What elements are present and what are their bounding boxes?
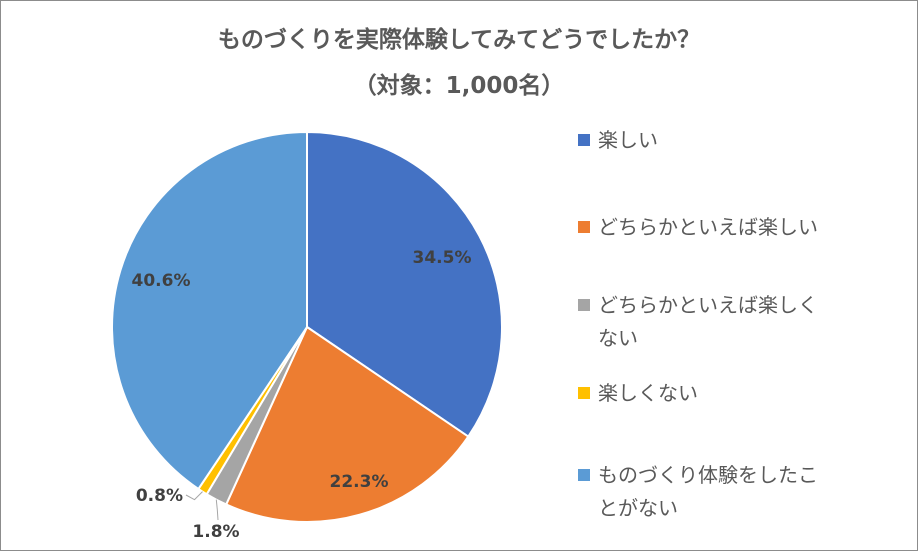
chart-title: ものづくりを実際体験してみてどうでしたか？ bbox=[217, 27, 701, 53]
legend-swatch bbox=[578, 469, 590, 481]
legend-label-line2: ない bbox=[598, 326, 638, 350]
legend-item-tanoshikunai: 楽しくない bbox=[578, 377, 908, 410]
legend-label: どちらかといえば楽しく bbox=[598, 293, 818, 317]
data-label: 34.5% bbox=[413, 248, 472, 268]
legend-label: ものづくり体験をしたこ bbox=[598, 463, 818, 487]
legend-item-tanoshii: 楽しい bbox=[578, 124, 908, 157]
legend-label: 楽しくない bbox=[598, 381, 698, 405]
legend-label-line2: とがない bbox=[598, 496, 678, 520]
slice-tanoshii bbox=[306, 130, 503, 438]
slice-dochiraka-tanoshii bbox=[224, 325, 470, 523]
slice-taiken-nashi bbox=[111, 130, 308, 491]
data-label: 0.8% bbox=[136, 486, 183, 506]
data-label: 40.6% bbox=[132, 271, 191, 291]
leader-line bbox=[215, 499, 219, 521]
legend-swatch bbox=[578, 387, 590, 399]
legend-label: 楽しい bbox=[598, 128, 658, 152]
legend-item-dochiraka-tanoshikunai: どちらかといえば楽しく ない bbox=[578, 289, 908, 355]
legend-swatch bbox=[578, 299, 590, 311]
legend-swatch bbox=[578, 134, 590, 146]
legend-item-taiken-nashi: ものづくり体験をしたこ とがない bbox=[578, 459, 908, 525]
legend-swatch bbox=[578, 221, 590, 233]
leader-line bbox=[185, 491, 203, 501]
legend-item-dochiraka-tanoshii: どちらかといえば楽しい bbox=[578, 211, 908, 244]
data-label: 22.3% bbox=[330, 472, 389, 492]
legend-label: どちらかといえば楽しい bbox=[598, 215, 818, 239]
data-label: 1.8% bbox=[192, 522, 239, 542]
chart-subtitle: （対象：1,000名） bbox=[353, 73, 565, 99]
